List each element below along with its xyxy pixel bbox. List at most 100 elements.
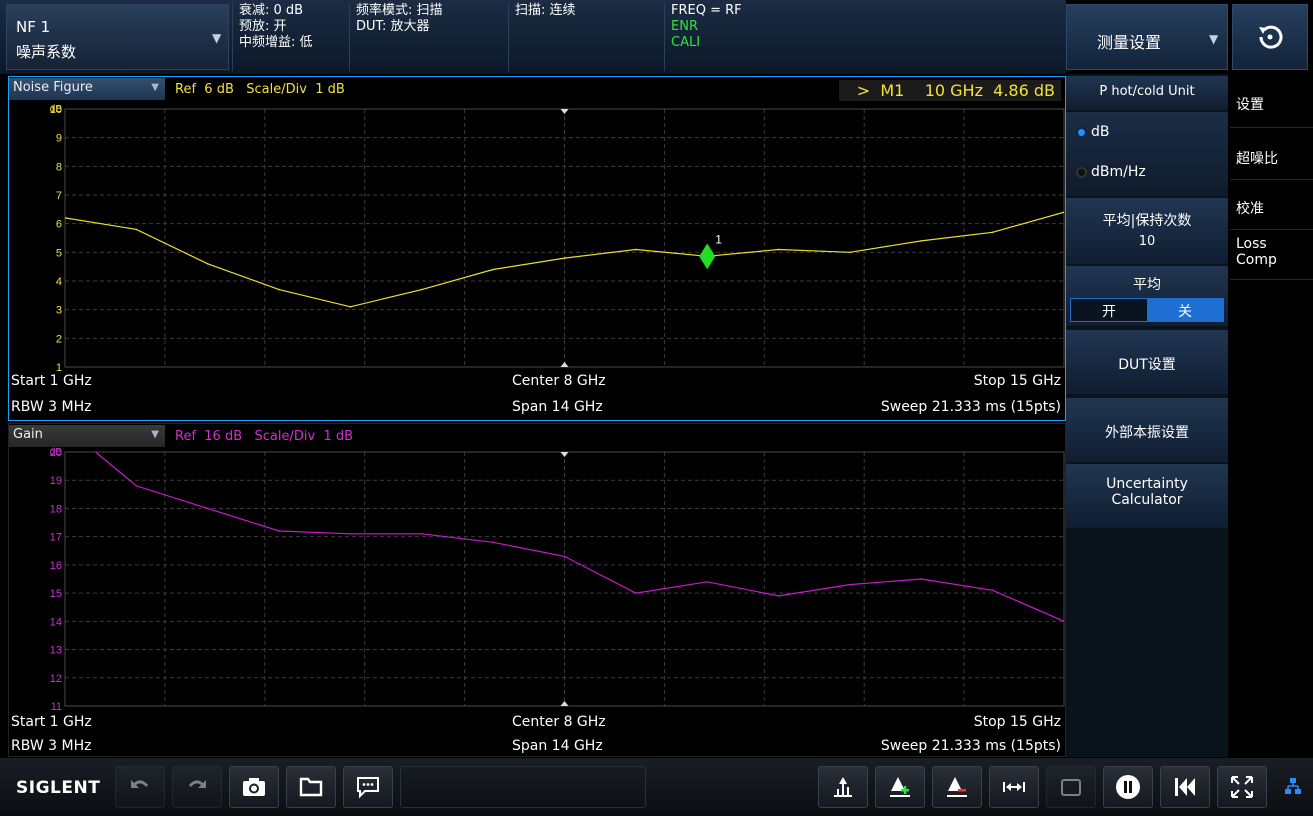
radio-selected-icon <box>1076 126 1087 138</box>
trace-point <box>635 248 637 251</box>
toolbar-spacer <box>400 766 646 808</box>
trace-name: Gain <box>13 427 43 442</box>
delete-marker-button[interactable] <box>932 766 982 808</box>
sweep-mode-label: 扫描: 连续 <box>515 3 576 18</box>
trace-point <box>1063 620 1064 623</box>
y-tick-label: 1 <box>56 362 62 374</box>
fullscreen-button[interactable] <box>1217 766 1267 808</box>
message-button[interactable] <box>343 766 393 808</box>
add-marker-button[interactable] <box>875 766 925 808</box>
screenshot-button[interactable] <box>229 766 279 808</box>
skip-back-icon <box>1175 778 1195 796</box>
unit-option-db[interactable]: dB <box>1076 124 1110 140</box>
marker-readout[interactable]: > M1 10 GHz 4.86 dB <box>838 80 1061 101</box>
y-tick-label: 5 <box>56 247 62 259</box>
stop-freq-label: Stop 15 GHz <box>973 714 1061 730</box>
uncertainty-line1: Uncertainty <box>1106 476 1188 492</box>
y-tick-label: 19 <box>50 475 62 487</box>
trace-point <box>206 507 209 510</box>
tab-loss-comp[interactable]: Loss Comp <box>1230 230 1313 280</box>
avg-count-button[interactable]: 平均|保持次数 10 <box>1066 198 1228 264</box>
tab-settings[interactable]: 设置 <box>1230 74 1313 128</box>
brand-logo: SIGLENT <box>16 778 101 798</box>
gain-window[interactable]: Gain ▼ Ref 16 dB Scale/Div 1 dB 11 12 13 14… <box>8 423 1066 757</box>
y-tick-label: 6 <box>56 219 62 231</box>
y-tick-label: 18 <box>50 503 62 515</box>
pause-icon <box>1116 775 1140 799</box>
menu-title: 测量设置 <box>1097 33 1162 52</box>
trace-point <box>777 248 780 251</box>
bottom-toolbar: SIGLENT <box>0 758 1313 816</box>
trace-point <box>135 485 138 487</box>
y-tick-label: 15 <box>50 588 62 600</box>
unit-option-dbm-hz[interactable]: dBm/Hz <box>1076 164 1146 180</box>
average-switch[interactable]: 开 关 <box>1070 298 1224 322</box>
sweep-time-label: Sweep 21.333 ms (15pts) <box>880 399 1061 415</box>
trace-point <box>65 217 66 219</box>
trace-point <box>349 306 352 308</box>
tab-calibration[interactable]: 校准 <box>1230 180 1313 230</box>
fullscreen-icon <box>1231 776 1253 798</box>
trace-point <box>991 589 994 592</box>
average-on-option[interactable]: 开 <box>1071 299 1147 321</box>
undo-button[interactable] <box>115 766 165 808</box>
dut-setup-button[interactable]: DUT设置 <box>1066 330 1228 394</box>
if-gain-label: 中频增益: 低 <box>239 35 313 50</box>
average-toggle[interactable]: 平均 开 关 <box>1066 266 1228 326</box>
redo-button[interactable] <box>172 766 222 808</box>
uncertainty-line2: Calculator <box>1111 492 1183 508</box>
stop-freq-label: Stop 15 GHz <box>973 373 1061 389</box>
sweep-settings[interactable]: 扫描: 连续 <box>508 3 663 71</box>
y-tick-label: 14 <box>50 616 62 628</box>
trace-selector[interactable]: Gain ▼ <box>9 425 165 447</box>
tab-enr[interactable]: 超噪比 <box>1230 128 1313 180</box>
file-button[interactable] <box>286 766 336 808</box>
avg-count-value: 10 <box>1138 234 1156 249</box>
marker-label: 1 <box>715 232 722 246</box>
dut-label: DUT: 放大器 <box>356 19 430 34</box>
mode-settings[interactable]: 频率模式: 扫描 DUT: 放大器 <box>349 3 509 71</box>
trace-point <box>849 251 851 254</box>
redo-icon <box>189 780 206 788</box>
noise-figure-window[interactable]: Noise Figure ▼ Ref 6 dB Scale/Div 1 dB >… <box>8 76 1066 421</box>
mode-selector[interactable]: NF 1 噪声系数 ▼ <box>6 4 229 70</box>
trace-name: Noise Figure <box>13 80 93 95</box>
camera-icon <box>243 778 265 796</box>
center-freq-label: Center 8 GHz <box>512 373 606 389</box>
span-label: Span 14 GHz <box>512 738 603 754</box>
trace-point <box>563 257 566 259</box>
radio-unselected-icon <box>1076 166 1087 178</box>
avg-count-title: 平均|保持次数 <box>1102 213 1192 229</box>
reset-button[interactable] <box>1232 4 1308 70</box>
trace-point <box>635 592 637 594</box>
chevron-down-icon: ▼ <box>1209 32 1219 46</box>
network-icon[interactable] <box>1284 777 1302 799</box>
chevron-down-icon: ▼ <box>212 31 222 45</box>
pause-button[interactable] <box>1103 766 1153 808</box>
trace-point <box>920 578 923 580</box>
y-tick-label: 20 <box>50 447 62 459</box>
restart-button[interactable] <box>1160 766 1210 808</box>
menu-title-dropdown[interactable]: 测量设置 ▼ <box>1066 4 1228 70</box>
uncertainty-calculator-button[interactable]: Uncertainty Calculator <box>1066 464 1228 528</box>
trace-point <box>278 530 280 532</box>
continuous-button[interactable] <box>1046 766 1096 808</box>
status-bar: NF 1 噪声系数 ▼ 衰减: 0 dB 预放: 开 中频增益: 低 频率模式:… <box>0 0 1066 74</box>
ref-scale-label: Ref 6 dB Scale/Div 1 dB <box>175 82 345 97</box>
span-button[interactable] <box>989 766 1039 808</box>
trace-selector[interactable]: Noise Figure ▼ <box>9 78 165 100</box>
y-tick-label: 7 <box>56 190 62 202</box>
y-tick-label: 8 <box>56 161 62 173</box>
y-tick-label: 16 <box>50 560 62 572</box>
external-lo-button[interactable]: 外部本振设置 <box>1066 398 1228 462</box>
trace-point <box>1063 211 1064 213</box>
center-marker-bottom <box>560 362 569 367</box>
y-unit-label: dB <box>50 447 63 458</box>
input-settings[interactable]: 衰减: 0 dB 预放: 开 中频增益: 低 <box>232 3 344 71</box>
trace-point <box>64 426 66 428</box>
peak-search-button[interactable] <box>818 766 868 808</box>
freq-label: FREQ = RF <box>671 3 742 18</box>
average-off-option[interactable]: 关 <box>1147 299 1223 321</box>
